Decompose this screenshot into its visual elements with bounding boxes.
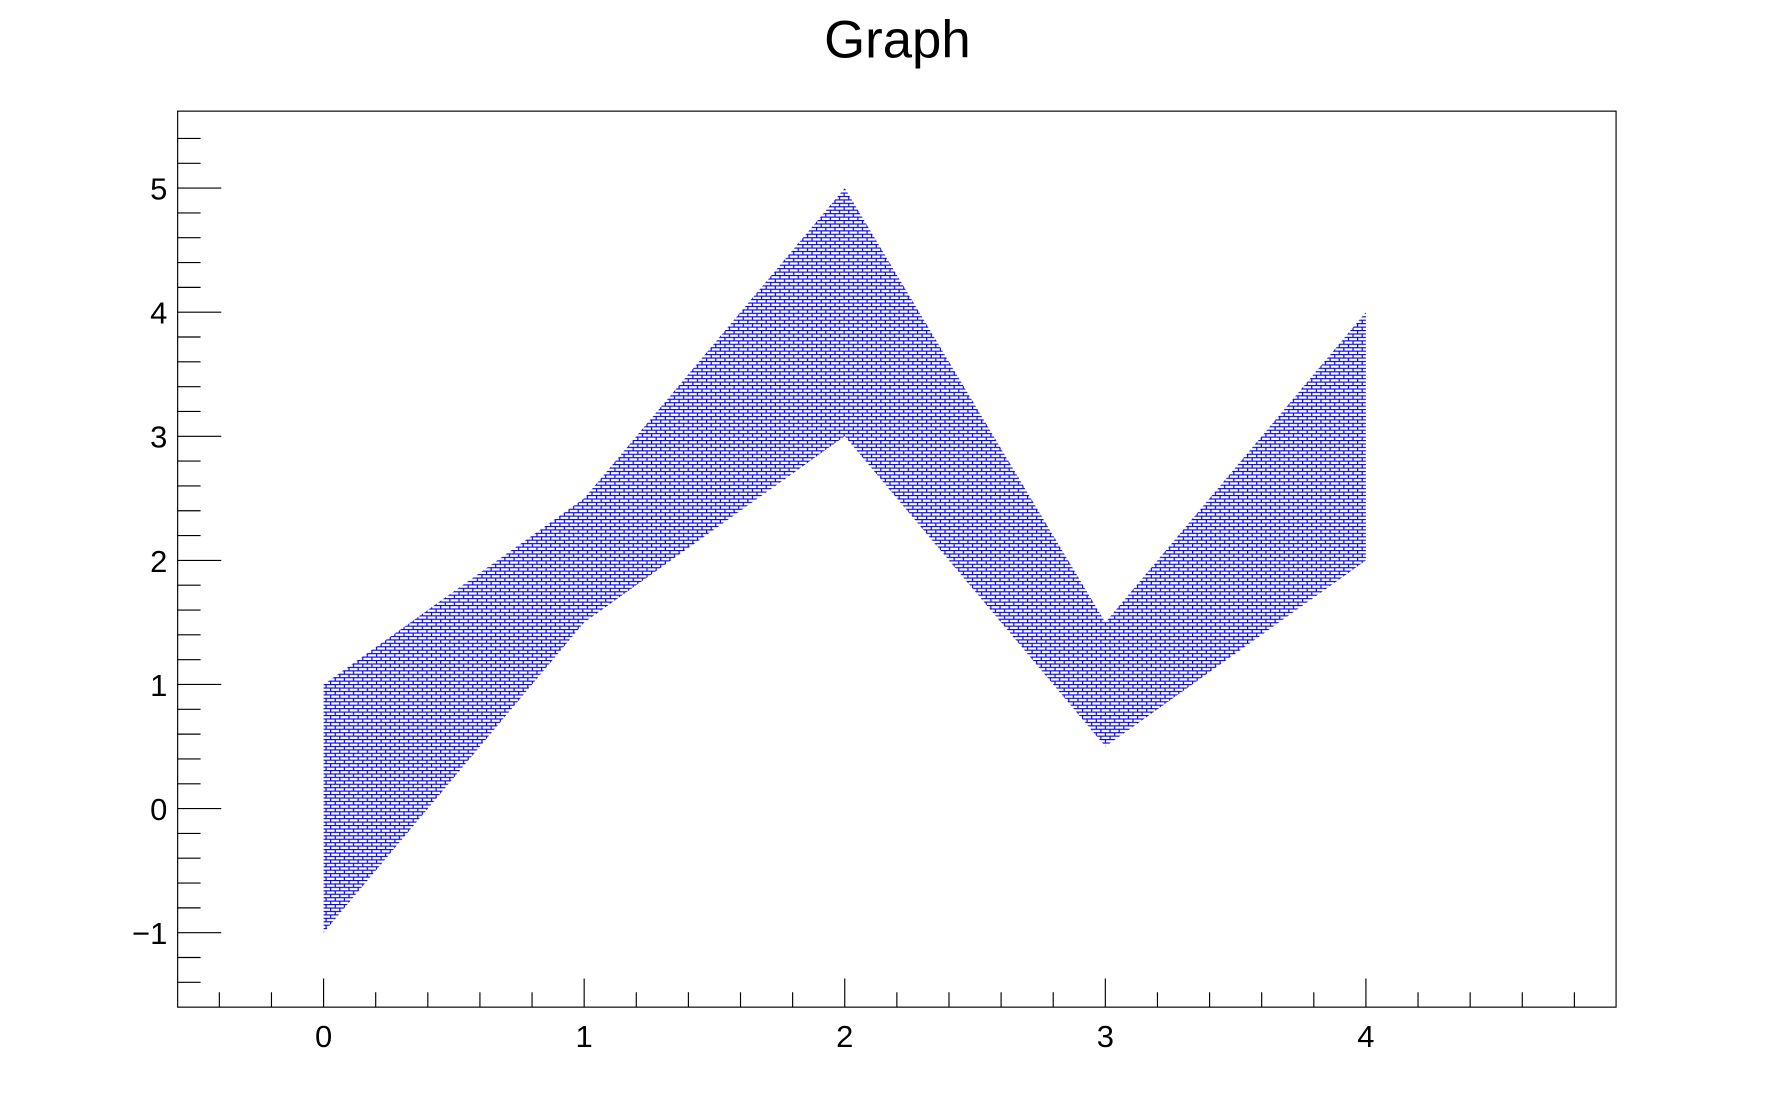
- chart-title: Graph: [824, 10, 971, 69]
- plot-frame: [177, 110, 1617, 1008]
- y-tick-label: 2: [150, 544, 167, 579]
- filled-band: [323, 188, 1366, 933]
- x-tick-label: 3: [1097, 1019, 1114, 1054]
- y-tick-label: 5: [150, 172, 167, 207]
- y-tick-label: 1: [150, 668, 167, 703]
- x-tick-label: 4: [1357, 1019, 1374, 1054]
- x-tick-label: 0: [315, 1019, 332, 1054]
- plot-area: 0 1 2 3 4 −1 0 1 2 3 4 5: [132, 110, 1617, 1054]
- y-tick-label: −1: [132, 916, 167, 951]
- x-tick-label: 2: [836, 1019, 853, 1054]
- x-tick-label: 1: [576, 1019, 593, 1054]
- y-tick-label: 4: [150, 296, 167, 331]
- y-tick-label: 0: [150, 792, 167, 827]
- y-tick-label: 3: [150, 420, 167, 455]
